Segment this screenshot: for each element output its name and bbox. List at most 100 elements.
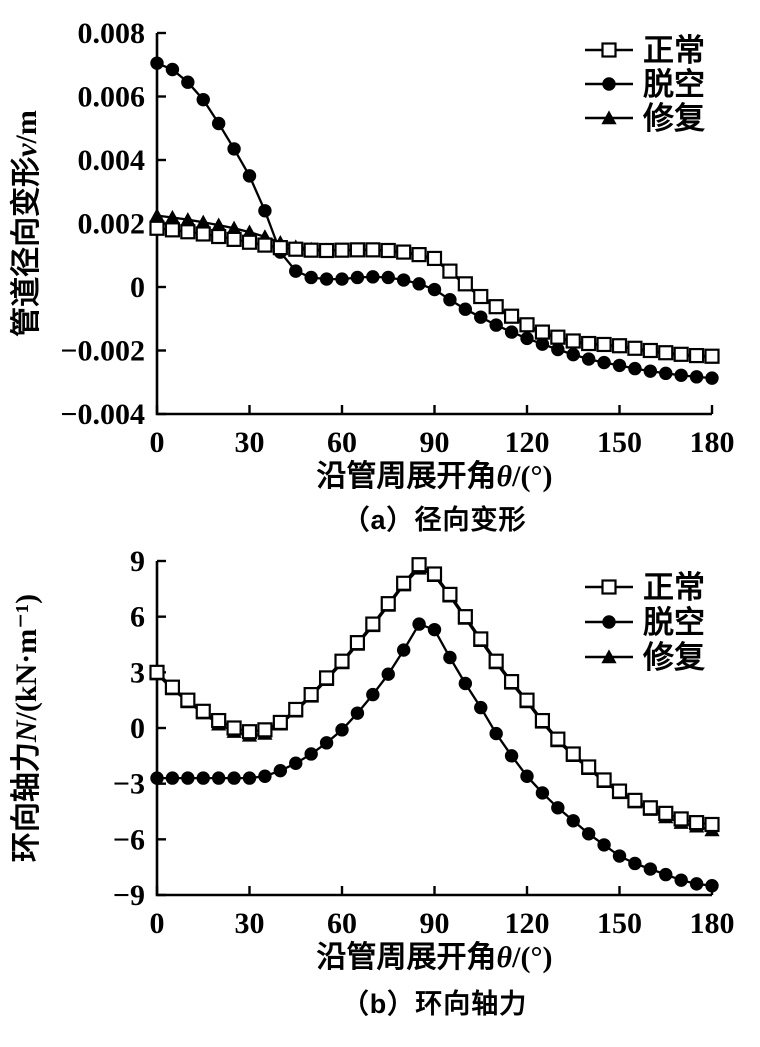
data-point-marker — [643, 364, 658, 378]
data-point-marker — [489, 726, 503, 741]
data-point-marker — [396, 244, 412, 260]
y-tick-label: −6 — [113, 823, 145, 856]
data-point-marker — [227, 142, 241, 156]
x-tick-label: 150 — [597, 426, 642, 459]
data-point-marker — [412, 617, 426, 631]
data-point-marker — [612, 358, 627, 373]
data-point-marker — [381, 667, 395, 681]
data-point-marker — [149, 220, 165, 236]
y-tick-label: −0.002 — [60, 335, 145, 368]
y-axis-title: 管道径向变形v/m — [9, 110, 43, 337]
data-point-marker — [273, 763, 288, 778]
data-point-marker — [443, 293, 457, 307]
data-point-marker — [165, 62, 180, 77]
data-point-marker — [288, 701, 304, 718]
data-point-marker — [150, 56, 164, 70]
data-point-marker — [504, 749, 519, 763]
data-point-marker — [258, 204, 272, 218]
data-point-marker — [150, 771, 164, 785]
data-point-marker — [565, 746, 581, 762]
data-point-marker — [426, 250, 443, 267]
legend-label: 正常 — [643, 570, 705, 605]
data-point-marker — [566, 814, 580, 828]
y-tick-label: −3 — [113, 768, 145, 801]
series-line — [156, 563, 713, 826]
data-point-marker — [318, 242, 335, 259]
y-tick-label: −9 — [113, 879, 145, 912]
data-point-marker — [288, 241, 304, 257]
data-point-marker — [181, 75, 195, 89]
data-point-marker — [334, 242, 350, 258]
series-line — [157, 622, 713, 887]
data-point-marker — [427, 622, 442, 637]
data-point-marker — [581, 827, 596, 841]
data-point-marker — [627, 792, 643, 808]
data-point-marker — [488, 653, 504, 669]
data-point-marker — [473, 631, 489, 647]
data-point-marker — [643, 862, 658, 876]
y-tick-label: 9 — [130, 545, 145, 578]
chart-a-block: 0.008 0.006 0.004 0.002 0 −0.002 −0.004 0 30 60 90… — [9, 17, 735, 535]
data-point-marker — [673, 346, 689, 362]
chart-b-block: 9 6 3 0 −3 −6 −9 0 30 60 90 120 150 180 沿管周展开角θ/(°) 环向轴… — [0, 530, 760, 1047]
data-point-marker — [380, 596, 396, 612]
legend-label: 脱空 — [643, 605, 705, 640]
chart-b-caption: （b）环向轴力 — [341, 989, 528, 1019]
data-point-marker — [349, 242, 366, 258]
data-point-marker — [458, 302, 473, 316]
data-point-marker — [673, 811, 689, 827]
data-point-marker — [642, 800, 658, 816]
data-point-marker — [474, 700, 488, 715]
data-point-marker — [226, 220, 242, 235]
chart-a-caption: （a）径向变形 — [342, 505, 527, 535]
data-point-marker — [196, 92, 210, 107]
x-tick-label: 30 — [235, 907, 265, 940]
data-point-marker — [211, 712, 227, 729]
data-point-marker — [195, 703, 211, 719]
data-point-marker — [304, 747, 318, 761]
data-point-marker — [241, 234, 258, 250]
data-point-marker — [396, 273, 411, 287]
data-point-marker — [474, 310, 488, 324]
data-point-marker — [488, 299, 504, 315]
data-point-marker — [596, 336, 612, 353]
data-point-marker — [504, 325, 519, 339]
data-point-marker — [195, 214, 211, 229]
data-point-marker — [519, 692, 535, 708]
data-point-marker — [611, 783, 628, 799]
data-point-marker — [457, 609, 473, 625]
data-point-marker — [458, 676, 473, 691]
x-axis-title: 沿管周展开角θ/(°) — [317, 460, 553, 493]
legend-label: 修复 — [642, 640, 705, 675]
data-point-marker — [704, 816, 720, 833]
data-point-marker — [196, 771, 210, 785]
y-tick-label: 0.008 — [78, 17, 146, 50]
data-point-marker — [381, 270, 395, 285]
data-point-marker — [366, 270, 380, 284]
x-tick-label: 120 — [505, 426, 550, 459]
data-point-marker — [658, 805, 674, 821]
data-point-marker — [427, 282, 442, 297]
data-point-marker — [211, 228, 227, 245]
data-point-marker — [581, 335, 597, 352]
data-point-marker — [520, 769, 534, 783]
data-point-marker — [241, 724, 258, 740]
x-tick-label: 180 — [690, 907, 735, 940]
data-point-marker — [335, 272, 349, 286]
legend-marker — [601, 649, 617, 664]
data-point-marker — [334, 653, 350, 669]
y-tick-label: 3 — [130, 656, 145, 689]
x-tick-label: 0 — [150, 907, 165, 940]
data-point-marker — [289, 264, 303, 278]
data-point-marker — [596, 772, 612, 788]
data-point-marker — [272, 240, 288, 256]
legend-marker — [602, 77, 616, 91]
data-point-marker — [365, 242, 381, 258]
data-point-marker — [289, 756, 303, 770]
data-point-marker — [319, 272, 334, 286]
data-point-marker — [642, 342, 658, 359]
data-point-marker — [426, 566, 443, 582]
data-point-marker — [581, 759, 597, 775]
legend-label: 脱空 — [643, 67, 705, 102]
